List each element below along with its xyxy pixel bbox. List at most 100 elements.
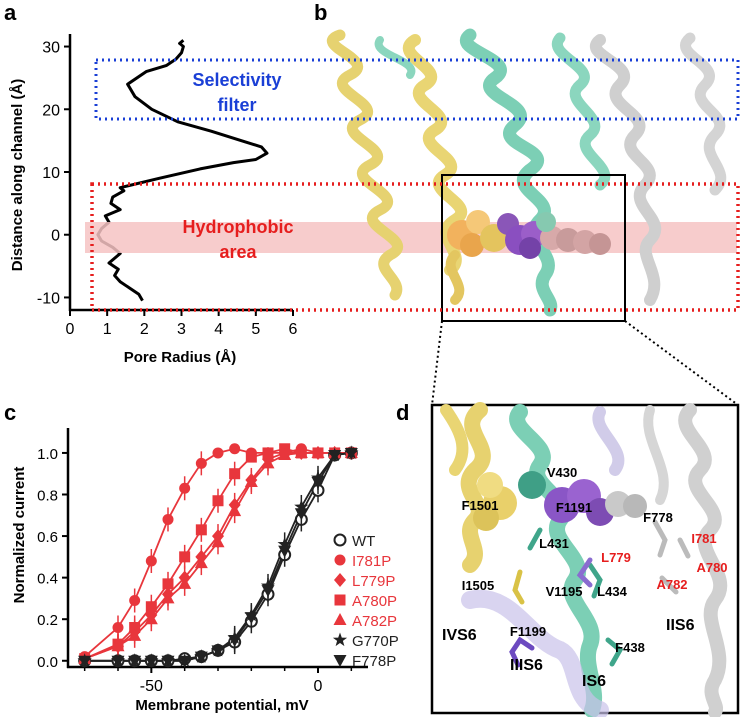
data-point xyxy=(228,504,242,517)
legend-label: I781P xyxy=(352,553,391,570)
data-point xyxy=(111,655,125,668)
panel-d-letter: d xyxy=(396,400,409,425)
data-point xyxy=(211,645,225,658)
legend-label: L779P xyxy=(352,573,395,590)
data-point xyxy=(178,576,192,589)
data-point xyxy=(128,628,142,641)
data-point xyxy=(244,612,258,625)
residue-spheres xyxy=(447,210,611,259)
data-point xyxy=(144,655,158,668)
label-IS6: IS6 xyxy=(582,673,606,690)
panel-a: a Distance along channel (Å) Pore Radius… xyxy=(4,0,298,366)
panel-a-xlabel: Pore Radius (Å) xyxy=(124,349,237,366)
panel-a-ylabel: Distance along channel (Å) xyxy=(9,79,26,272)
data-point xyxy=(128,655,142,668)
panel-c-ytick-label: 0.0 xyxy=(37,654,58,671)
fit-curve xyxy=(84,452,352,662)
data-point xyxy=(179,551,191,563)
data-point xyxy=(112,622,124,634)
panel-c-yticks: 0.0 0.2 0.4 0.6 0.8 1.0 xyxy=(37,446,68,671)
panel-d: d xyxy=(396,400,740,717)
data-point xyxy=(333,655,347,667)
selectivity-label-1: Selectivity xyxy=(192,70,281,90)
panel-c-xticks: -50 0 xyxy=(83,667,353,695)
label-V430: V430 xyxy=(547,465,577,480)
data-point xyxy=(245,451,257,463)
legend-label: G770P xyxy=(352,633,399,650)
label-F1199: F1199 xyxy=(510,624,546,639)
panel-a-xtick-label: 1 xyxy=(103,321,112,338)
panel-b-letter: b xyxy=(314,0,327,25)
panel-c-xlabel: Membrane potential, mV xyxy=(135,697,308,714)
fit-curve xyxy=(84,452,352,662)
panel-a-yticks: 30 20 10 0 -10 xyxy=(37,40,70,307)
data-point xyxy=(229,443,241,455)
panel-a-xtick-label: 6 xyxy=(289,321,298,338)
data-point xyxy=(179,482,191,494)
zoom-spheres xyxy=(473,471,647,531)
data-point xyxy=(194,556,208,569)
data-point xyxy=(129,594,141,606)
panel-a-xtick-label: 2 xyxy=(140,321,149,338)
panel-a-xtick-label: 3 xyxy=(177,321,186,338)
data-point xyxy=(261,585,275,598)
panel-c-ytick-label: 0.2 xyxy=(37,612,58,629)
data-point xyxy=(311,445,325,458)
data-point xyxy=(162,578,174,590)
legend-label: WT xyxy=(352,533,375,550)
label-I1505: I1505 xyxy=(462,578,495,593)
data-point xyxy=(145,555,157,567)
label-A780: A780 xyxy=(696,560,727,575)
panel-a-ytick-label: 10 xyxy=(42,165,60,182)
label-IVS6: IVS6 xyxy=(442,627,477,644)
data-point xyxy=(278,545,292,558)
zoom-box xyxy=(441,174,626,322)
data-point xyxy=(212,495,224,507)
panel-a-letter: a xyxy=(4,0,17,25)
selectivity-filter-box xyxy=(94,58,740,121)
data-point xyxy=(261,456,275,469)
legend-label: A780P xyxy=(352,593,397,610)
zoom-connector-left xyxy=(431,320,443,406)
panel-c-points xyxy=(77,443,359,668)
data-point xyxy=(334,594,346,606)
data-point xyxy=(195,457,207,469)
panel-c-ylabel: Normalized current xyxy=(11,467,28,604)
data-point xyxy=(333,533,347,547)
panel-c-letter: c xyxy=(4,400,16,425)
label-IIIS6: IIIS6 xyxy=(510,657,543,674)
zoom-connector-right xyxy=(624,320,739,406)
data-point xyxy=(195,524,207,536)
panel-a-ytick-label: 0 xyxy=(51,228,60,245)
data-point xyxy=(144,612,158,625)
data-point xyxy=(334,573,346,587)
panel-c: c Normalized current Membrane potential,… xyxy=(4,400,399,714)
hydrophobic-area-box xyxy=(90,182,740,312)
data-point xyxy=(145,601,157,613)
panel-b: b xyxy=(85,0,740,406)
data-point xyxy=(162,513,174,525)
panel-a-xtick-label: 4 xyxy=(214,321,223,338)
data-point xyxy=(111,639,125,652)
label-L434: L434 xyxy=(597,584,627,599)
data-point xyxy=(311,477,325,490)
hydrophobic-label-1: Hydrophobic xyxy=(183,217,294,237)
data-point xyxy=(228,634,242,647)
data-point xyxy=(229,468,241,480)
label-V1195: V1195 xyxy=(546,584,583,599)
label-F778: F778 xyxy=(643,510,673,525)
legend-label: A782P xyxy=(352,613,397,630)
hydrophobic-label-2: area xyxy=(219,242,257,262)
label-F1191: F1191 xyxy=(556,500,592,515)
pore-radius-line xyxy=(96,39,269,302)
data-point xyxy=(178,655,192,668)
hydrophobic-band xyxy=(85,222,737,253)
label-F438: F438 xyxy=(615,640,645,655)
panel-c-curves xyxy=(84,447,352,662)
data-point xyxy=(244,475,258,488)
zoom-helices xyxy=(440,402,728,717)
label-F1501: F1501 xyxy=(462,498,499,513)
label-L779: L779 xyxy=(601,550,631,565)
panel-a-ytick-label: 30 xyxy=(42,40,60,57)
